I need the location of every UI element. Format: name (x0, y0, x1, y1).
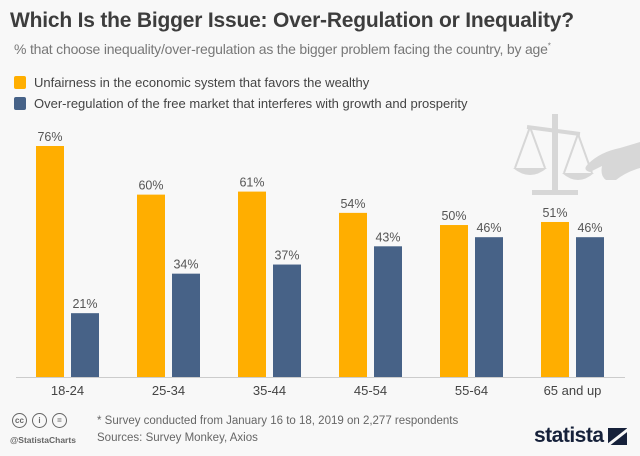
sources: Sources: Survey Monkey, Axios (97, 432, 258, 444)
data-label: 51% (542, 206, 567, 220)
x-tick-label: 35-44 (253, 383, 286, 398)
data-label: 21% (72, 297, 97, 311)
data-label: 60% (138, 179, 163, 193)
data-label: 61% (239, 176, 264, 190)
data-label: 34% (173, 258, 198, 272)
legend-label-over-regulation: Over-regulation of the free market that … (34, 96, 468, 111)
statista-logo-icon (607, 427, 627, 445)
legend-label-unfairness: Unfairness in the economic system that f… (34, 75, 370, 90)
legend-swatch-unfairness (14, 76, 26, 89)
license-icons: cc i = (12, 413, 67, 428)
bar-over-regulation-55-64 (475, 237, 503, 377)
x-tick-label: 65 and up (544, 383, 602, 398)
chart-title: Which Is the Bigger Issue: Over-Regulati… (10, 9, 574, 32)
footnote: * Survey conducted from January 16 to 18… (97, 415, 459, 427)
legend: Unfairness in the economic system that f… (14, 72, 468, 114)
bar-unfairness-55-64 (440, 225, 468, 377)
legend-item-unfairness: Unfairness in the economic system that f… (14, 72, 468, 93)
legend-item-over-regulation: Over-regulation of the free market that … (14, 93, 468, 114)
data-label: 76% (37, 130, 62, 144)
no-derivatives-icon: = (52, 413, 67, 428)
subtitle-text: % that choose inequality/over-regulation… (14, 41, 548, 57)
bar-over-regulation-45-54 (374, 246, 402, 377)
data-label: 46% (577, 221, 602, 235)
legend-swatch-over-regulation (14, 97, 26, 110)
data-label: 46% (476, 221, 501, 235)
data-label: 54% (340, 197, 365, 211)
data-label: 50% (441, 209, 466, 223)
brand-name: statista (534, 424, 604, 447)
scales-of-justice-icon (513, 114, 640, 195)
bar-over-regulation-18-24 (71, 313, 99, 377)
bar-unfairness-45-54 (339, 212, 367, 377)
statista-logo[interactable]: statista (534, 424, 627, 448)
bar-unfairness-65-and-up (541, 221, 569, 377)
subtitle-footnote-marker: * (547, 41, 551, 51)
creative-commons-icon: cc (12, 413, 27, 428)
x-tick-label: 55-64 (455, 383, 488, 398)
x-tick-label: 18-24 (51, 383, 84, 398)
twitter-handle: @StatistaCharts (10, 435, 76, 445)
bar-unfairness-18-24 (36, 146, 64, 377)
data-label: 37% (274, 249, 299, 263)
chart-subtitle: % that choose inequality/over-regulation… (14, 41, 551, 57)
bar-over-regulation-35-44 (273, 264, 301, 377)
x-tick-label: 45-54 (354, 383, 387, 398)
bar-over-regulation-25-34 (172, 273, 200, 377)
bar-unfairness-35-44 (238, 191, 266, 377)
attribution-icon: i (32, 413, 47, 428)
bar-unfairness-25-34 (137, 194, 165, 377)
x-tick-label: 25-34 (152, 383, 185, 398)
bar-over-regulation-65-and-up (576, 237, 604, 377)
data-label: 43% (375, 230, 400, 244)
